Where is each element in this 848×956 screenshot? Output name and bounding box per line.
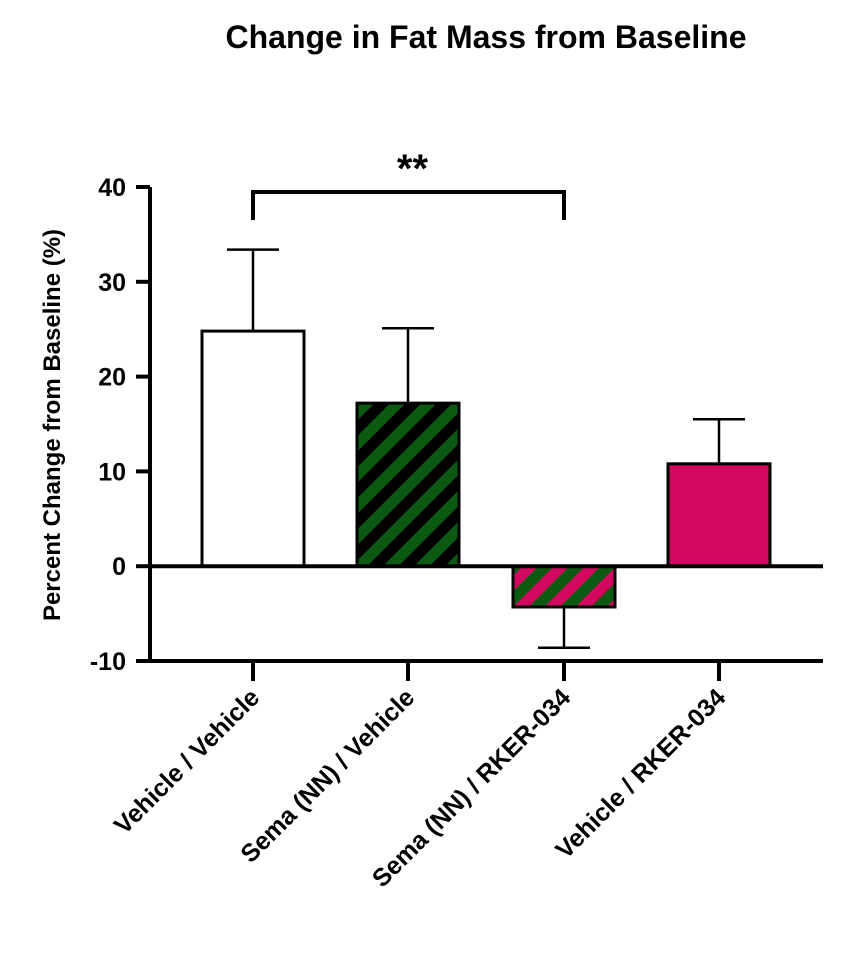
- y-axis-label: Percent Change from Baseline (%): [39, 229, 66, 621]
- bar-4: [666, 462, 772, 568]
- bar-2: [355, 401, 461, 568]
- bar-3: [511, 564, 617, 609]
- y-tick-label--10: -10: [90, 648, 126, 676]
- x-category-label-1: Vehicle / Vehicle: [109, 683, 265, 839]
- y-tick-label-40: 40: [98, 174, 126, 202]
- y-tick-label-20: 20: [98, 364, 126, 392]
- bar-1: [200, 329, 306, 568]
- y-tick-label-30: 30: [98, 269, 126, 297]
- x-category-label-2: Sema (NN) / Vehicle: [235, 683, 420, 868]
- y-tick-label-0: 0: [112, 553, 126, 581]
- significance-label: **: [397, 147, 429, 191]
- significance-bracket: [251, 190, 566, 220]
- y-tick-label-10: 10: [98, 458, 126, 486]
- chart-title: Change in Fat Mass from Baseline: [225, 19, 746, 55]
- x-category-label-4: Vehicle / RKER-034: [550, 683, 731, 864]
